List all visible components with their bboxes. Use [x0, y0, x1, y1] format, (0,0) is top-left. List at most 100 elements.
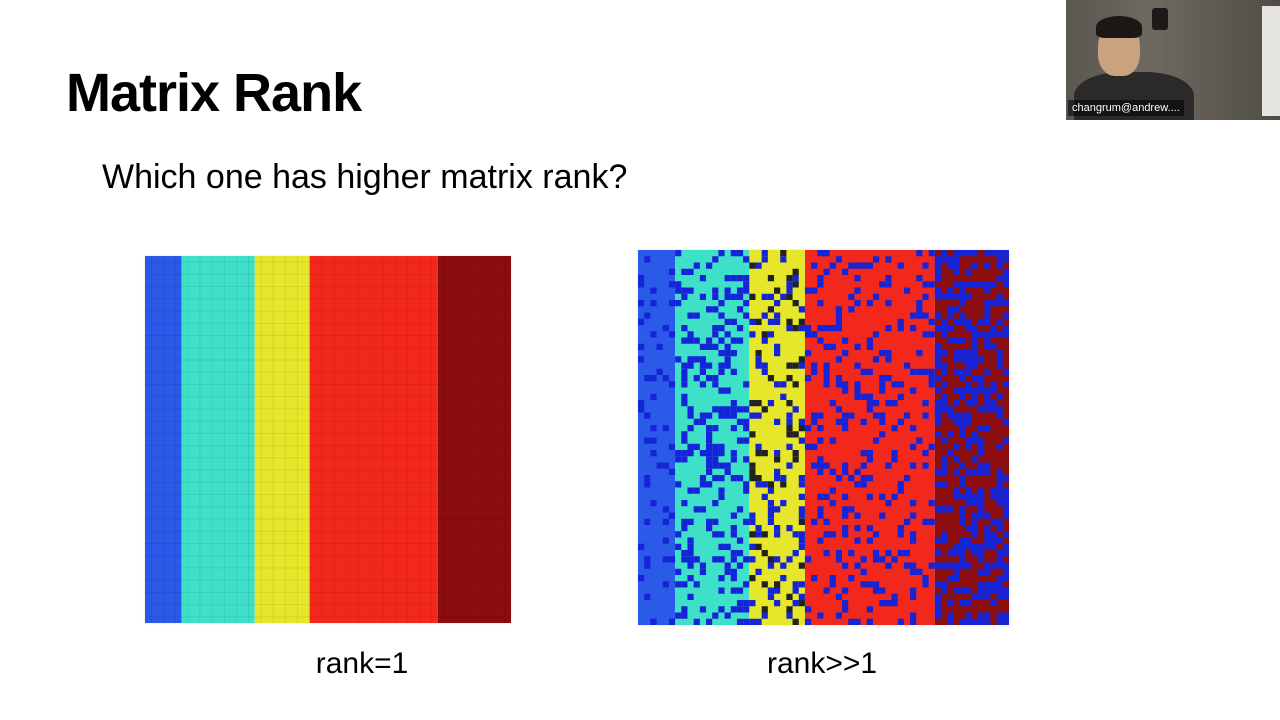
noise-cell [724, 562, 731, 569]
noise-cell [984, 337, 991, 344]
noise-cell [947, 450, 954, 457]
noise-cell [897, 393, 904, 400]
noise-cell [947, 550, 954, 557]
noise-cell [693, 443, 700, 450]
noise-cell [879, 381, 886, 388]
noise-cell [959, 537, 966, 544]
noise-cell [681, 368, 688, 375]
noise-cell [959, 425, 966, 432]
noise-cell [687, 362, 694, 369]
noise-cell [706, 443, 713, 450]
noise-cell [786, 443, 793, 450]
noise-cell [965, 468, 972, 475]
noise-cell [786, 325, 793, 332]
noise-cell [965, 356, 972, 363]
noise-cell [681, 437, 688, 444]
noise-cell [940, 293, 948, 300]
noise-cell [978, 500, 985, 507]
noise-cell [996, 362, 1003, 369]
noise-cell [774, 381, 781, 388]
noise-cell [699, 450, 707, 457]
noise-cell [934, 256, 941, 263]
noise-cell [953, 412, 960, 419]
noise-cell [650, 437, 657, 444]
noise-cell [910, 562, 917, 569]
noise-cell [984, 331, 991, 338]
noise-cell [959, 562, 966, 569]
noise-cell [971, 431, 979, 438]
noise-cell [996, 250, 1003, 257]
noise-cell [755, 400, 762, 407]
noise-cell [699, 562, 707, 569]
noise-cell [842, 412, 849, 419]
noise-cell [687, 287, 694, 294]
noise-cell [984, 300, 991, 307]
noise-cell [848, 575, 855, 582]
noise-cell [706, 518, 713, 525]
noise-cell [706, 450, 713, 457]
noise-cell [774, 531, 781, 538]
noise-cell [712, 462, 719, 469]
noise-cell [811, 575, 818, 582]
noise-cell [693, 337, 700, 344]
noise-cell [984, 562, 991, 569]
noise-cell [854, 262, 861, 269]
noise-cell [736, 293, 744, 300]
noise-cell [706, 525, 713, 532]
noise-cell [767, 587, 775, 594]
noise-cell [724, 275, 731, 282]
noise-cell [650, 375, 657, 382]
noise-cell [990, 531, 997, 538]
noise-cell [872, 356, 880, 363]
noise-cell [724, 318, 731, 325]
noise-cell [823, 518, 830, 525]
noise-cell [638, 575, 645, 582]
noise-cell [990, 537, 997, 544]
noise-cell [953, 550, 960, 557]
noise-cell [996, 575, 1003, 582]
noise-cell [817, 300, 824, 307]
noise-cell [990, 400, 997, 407]
noise-cell [866, 618, 873, 625]
noise-cell [774, 343, 781, 350]
noise-cell [675, 531, 682, 538]
noise-cell [829, 343, 836, 350]
noise-cell [681, 431, 688, 438]
noise-cell [910, 612, 917, 619]
noise-cell [644, 556, 651, 563]
noise-cell [749, 543, 756, 550]
noise-cell [928, 318, 935, 325]
noise-cell [792, 325, 799, 332]
noise-cell [885, 400, 892, 407]
noise-cell [743, 300, 750, 307]
noise-cell [953, 256, 960, 263]
noise-cell [978, 512, 985, 519]
noise-cell [749, 462, 756, 469]
noise-cell [829, 531, 836, 538]
noise-cell [811, 418, 818, 425]
noise-cell [650, 425, 657, 432]
noise-cell [1002, 587, 1009, 594]
noise-cell [835, 381, 843, 388]
noise-cell [798, 362, 805, 369]
noise-cell [749, 618, 756, 625]
noise-cell [786, 281, 793, 288]
noise-cell [978, 381, 985, 388]
noise-cell [996, 525, 1003, 532]
noise-cell [934, 287, 941, 294]
noise-cell [996, 562, 1003, 569]
noise-cell [990, 343, 997, 350]
noise-cell [687, 268, 694, 275]
noise-cell [860, 368, 867, 375]
noise-cell [743, 381, 750, 388]
participant-video-tile[interactable]: changrum@andrew.... [1066, 0, 1280, 120]
noise-cell [736, 587, 744, 594]
noise-cell [829, 437, 836, 444]
noise-cell [984, 368, 991, 375]
noise-cell [990, 250, 997, 257]
noise-cell [842, 462, 849, 469]
noise-cell [638, 300, 645, 307]
noise-cell [730, 275, 737, 282]
noise-cell [879, 281, 886, 288]
noise-cell [675, 568, 682, 575]
